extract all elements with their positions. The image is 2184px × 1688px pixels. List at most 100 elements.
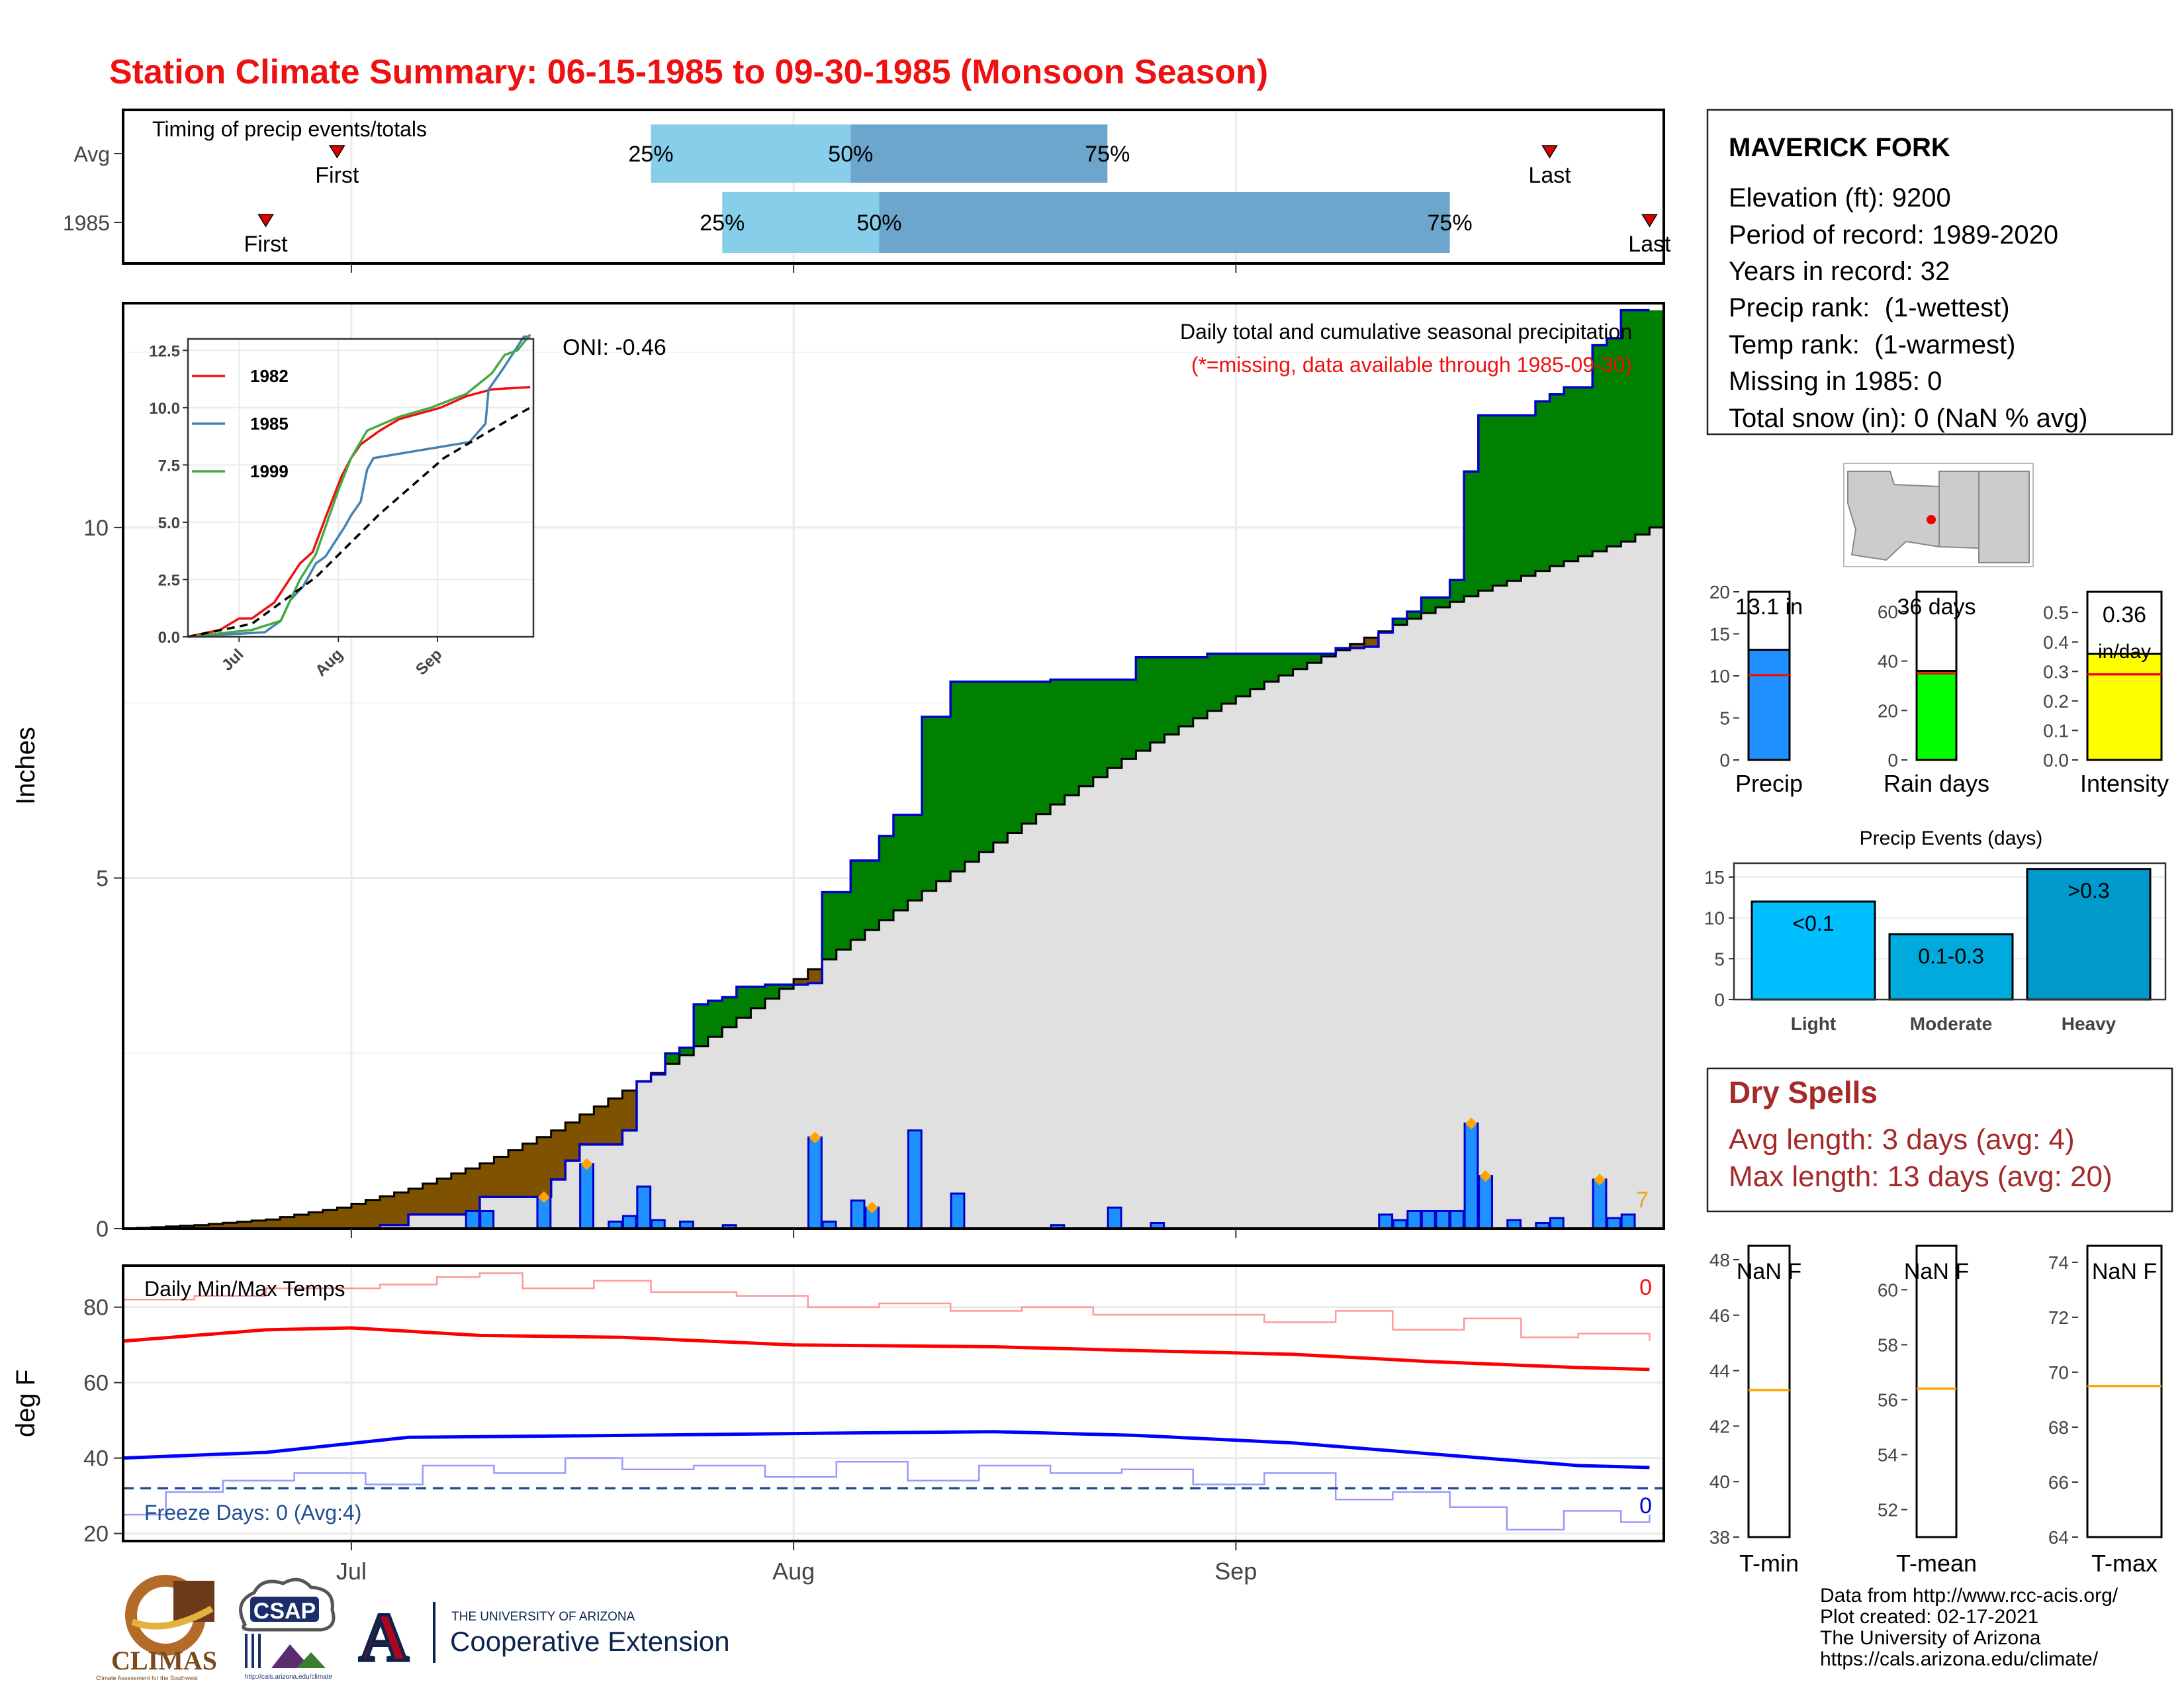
- precip-cumulative-min-area: [123, 527, 1664, 1229]
- freeze-days-label: Freeze Days: 0 (Avg:4): [144, 1501, 361, 1524]
- temps-y-axis-label: deg F: [11, 1370, 40, 1437]
- timing-bar-q50-q75: [879, 192, 1450, 253]
- norms-value-text: NaN F: [1904, 1259, 1969, 1284]
- temps-y-tick-label: 40: [83, 1446, 109, 1472]
- page-title: Station Climate Summary: 06-15-1985 to 0…: [109, 53, 1268, 91]
- oni-annotation: ONI: -0.46: [563, 335, 666, 360]
- inset-series-line: [187, 334, 531, 638]
- ua-logo: A THE UNIVERSITY OF ARIZONA Cooperative …: [357, 1598, 730, 1677]
- temps-y-tick-label: 20: [83, 1522, 109, 1547]
- credit-line: Plot created: 02-17-2021: [1820, 1606, 2038, 1628]
- dry-spells-title: Dry Spells: [1729, 1075, 1878, 1109]
- station-line: Precip rank: (1-wettest): [1729, 293, 2010, 322]
- daily-precip-bar: [465, 1210, 480, 1230]
- norms-y-tick-label: 70: [2048, 1362, 2069, 1383]
- station-line: Years in record: 32: [1729, 257, 1950, 286]
- season-bar-label: Precip: [1735, 770, 1803, 797]
- norms-y-tick-label: 46: [1709, 1305, 1730, 1326]
- timing-label-last: Last: [1528, 163, 1571, 188]
- precip-frame: [122, 302, 1665, 1230]
- norms-y-tick-label: 74: [2048, 1252, 2069, 1273]
- season-y-tick-label: 20: [1709, 582, 1730, 602]
- location-map: [1843, 463, 2034, 567]
- credits: Data from http://www.rcc-acis.org/ Plot …: [1820, 1585, 2118, 1670]
- inset-y-tick-label: 7.5: [158, 457, 180, 475]
- season-y-tick-label: 0.2: [2043, 691, 2069, 712]
- season-y-tick-label: 40: [1878, 651, 1898, 672]
- daily-precip-bar: [1592, 1178, 1608, 1230]
- inset-y-tick-label: 2.5: [158, 571, 180, 589]
- daily-precip-bar: [1606, 1217, 1621, 1230]
- precip-y-tick-label: 5: [96, 866, 109, 891]
- daily-precip-bar: [1478, 1175, 1493, 1230]
- daily-precip-bar: [1406, 1210, 1422, 1230]
- norms-y-tick-label: 52: [1878, 1499, 1898, 1520]
- daily-max-marker: [1479, 1170, 1492, 1182]
- csap-logo: CSAP http://cals.arizona.edu/climate: [239, 1577, 336, 1681]
- events-bar-label: >0.3: [2068, 879, 2109, 903]
- inset-y-tick-label: 5.0: [158, 514, 180, 532]
- climas-logo-subtext: Climate Assessment for the Southwest: [96, 1675, 199, 1681]
- season-value-bar: [2086, 653, 2163, 761]
- tmin-smoothed-line: [122, 1430, 1650, 1470]
- station-line: Missing in 1985: 0: [1729, 367, 1942, 396]
- norms-y-tick-label: 72: [2048, 1307, 2069, 1328]
- precip-y-axis-label: Inches: [11, 727, 40, 805]
- norms-y-tick-label: 58: [1878, 1335, 1898, 1355]
- timing-first-marker: [257, 214, 274, 228]
- daily-precip-bar: [1620, 1213, 1636, 1230]
- tmax-smoothed-line: [122, 1326, 1650, 1372]
- inset-legend-label: 1982: [250, 366, 289, 386]
- inset-y-tick-label: 12.5: [149, 342, 180, 360]
- events-category-label: Moderate: [1910, 1013, 1992, 1034]
- norms-y-tick-label: 66: [2048, 1472, 2069, 1493]
- daily-max-marker: [1594, 1173, 1606, 1186]
- station-line: Total snow (in): 0 (NaN % avg): [1729, 404, 2087, 433]
- season-y-tick-label: 60: [1878, 602, 1898, 622]
- events-bar: [2026, 868, 2152, 1001]
- season-y-tick-label: 15: [1709, 624, 1730, 645]
- norms-bar-frame: [2086, 1244, 2163, 1538]
- events-y-tick-label: 5: [1714, 949, 1725, 969]
- season-y-tick-label: 0.1: [2043, 720, 2069, 741]
- daily-max-marker: [1465, 1117, 1477, 1130]
- norms-value-text: NaN F: [1737, 1259, 1801, 1284]
- events-y-tick-label: 15: [1704, 867, 1725, 888]
- ua-name: THE UNIVERSITY OF ARIZONA: [451, 1610, 635, 1624]
- timing-row-label: Avg: [73, 142, 110, 166]
- daily-precip-bar: [621, 1215, 637, 1230]
- daily-precip-bar: [1463, 1122, 1479, 1230]
- precip-title: Daily total and cumulative seasonal prec…: [1180, 320, 1632, 344]
- season-y-tick-label: 0.4: [2043, 632, 2069, 653]
- norms-y-tick-label: 68: [2048, 1417, 2069, 1438]
- precip-1985-cumulative-line: [123, 308, 1650, 1230]
- date-axis: Jul Aug Sep: [336, 1541, 1257, 1585]
- season-value-bar: [1915, 670, 1958, 761]
- daily-max-marker: [809, 1131, 821, 1144]
- timing-last-marker: [1541, 145, 1558, 159]
- min-count-label: 0: [1639, 1493, 1652, 1519]
- norms-label: T-max: [2091, 1550, 2158, 1577]
- x-axis-tick-label: Jul: [336, 1558, 367, 1585]
- inset-plot-bg: [188, 339, 533, 637]
- climas-logo: CLIMAS Climate Assessment for the Southw…: [96, 1575, 217, 1681]
- norms-y-tick-label: 42: [1709, 1416, 1730, 1436]
- season-y-tick-label: 0: [1888, 750, 1898, 771]
- norms-label: T-min: [1739, 1550, 1799, 1577]
- timing-title: Timing of precip events/totals: [152, 117, 427, 141]
- season-bar-label: Rain days: [1884, 770, 1989, 797]
- daily-max-marker: [537, 1191, 550, 1203]
- x-axis-tick-label: Sep: [1214, 1558, 1257, 1585]
- precip-events-panel: 0 5 10 15 <0.1 Light 0.1-0.3 Moderate >0.3 Heavy P…: [1704, 827, 2167, 1034]
- station-location-marker: [1927, 515, 1936, 524]
- timing-label-q25: 25%: [629, 142, 674, 167]
- norms-bar-frame: [1747, 1244, 1791, 1538]
- events-y-tick-label: 0: [1714, 990, 1725, 1010]
- csap-logo-url: http://cals.arizona.edu/climate: [245, 1673, 333, 1681]
- precip-y-tick-label: 0: [96, 1217, 109, 1242]
- season-value-unit: in/day: [2098, 641, 2151, 663]
- season-y-tick-label: 0: [1719, 750, 1730, 771]
- max-count-label: 0: [1639, 1275, 1652, 1300]
